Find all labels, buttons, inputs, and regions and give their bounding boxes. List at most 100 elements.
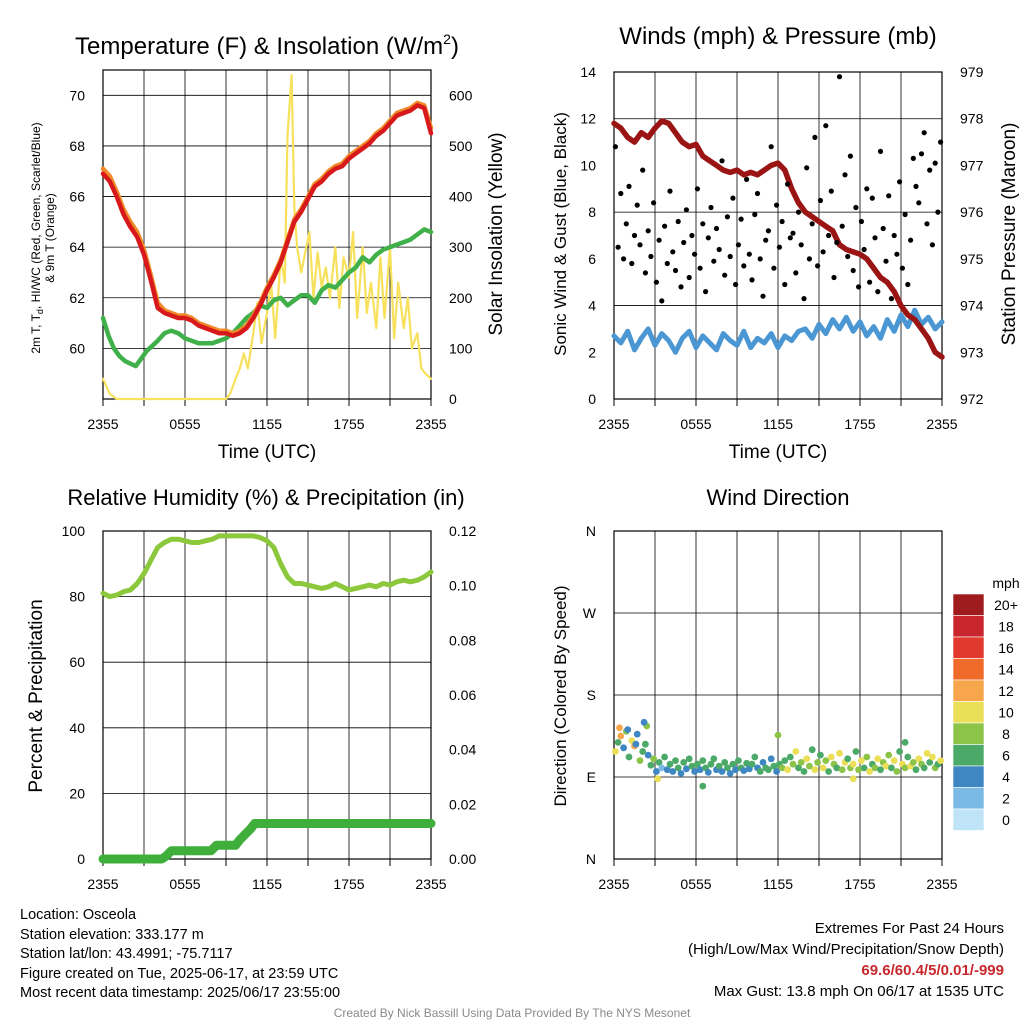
humidity-title: Relative Humidity (%) & Precipitation (i… [67, 485, 464, 510]
temperature-ytick-label: 66 [69, 189, 85, 205]
legend-swatch [952, 701, 985, 724]
direction-point [803, 755, 811, 763]
gust-point [694, 186, 701, 192]
precip-ytick-label: 0.10 [449, 578, 476, 594]
direction-point [920, 764, 928, 772]
direction-point [726, 770, 734, 777]
winds-panel: Winds (mph) & Pressure (mb) 0 2 4 6 8 10 12 14 9… [551, 23, 1020, 463]
direction-point [855, 766, 862, 774]
gust-point [897, 179, 903, 185]
precip-ytick-label: 0.02 [449, 796, 476, 812]
gust-point [757, 256, 763, 262]
gust-point [823, 123, 829, 129]
direction-point [632, 740, 640, 748]
gust-point [672, 267, 679, 274]
direction-point [743, 759, 750, 767]
direction-point [699, 757, 707, 764]
direction-xtick-label: 1155 [763, 876, 793, 892]
direction-title: Wind Direction [706, 485, 849, 510]
direction-point [759, 759, 767, 766]
direction-point [858, 757, 865, 764]
temperature-xtick-label: 1755 [333, 416, 364, 432]
direction-point [893, 768, 901, 775]
direction-point [672, 757, 679, 764]
humidity-xtick-label: 1755 [333, 876, 364, 892]
winds-ylabel: Sonic Wind & Gust (Blue, Black) [551, 112, 570, 356]
legend-label: 16 [998, 640, 1014, 656]
legend-swatch [952, 636, 985, 659]
humidity-plot-area: 0 20 40 60 80 100 0.00 0.02 0.04 0.06 0.08 0.10 0.12… [62, 523, 477, 892]
direction-point [806, 762, 813, 770]
pressure-ytick-label: 977 [960, 157, 984, 173]
gust-point [924, 221, 930, 227]
direction-point [773, 768, 780, 775]
gust-point [612, 144, 619, 150]
gust-point [681, 239, 687, 246]
gust-point [899, 265, 906, 271]
gust-point [790, 230, 796, 236]
direction-point [715, 762, 723, 770]
legend-swatch [952, 744, 985, 767]
solar-ytick-label: 200 [449, 290, 473, 306]
precip-ytick-label: 0.06 [449, 687, 476, 703]
solar-ytick-label: 400 [449, 189, 473, 205]
temperature-plot-area: 60 62 64 66 68 70 0 100 200 300 400 500 600 2355 0555 1… [69, 69, 473, 432]
gust-point [798, 242, 804, 248]
direction-point [740, 767, 748, 774]
direction-point [885, 751, 893, 759]
gust-point [776, 244, 783, 250]
pressure-ytick-label: 972 [960, 391, 984, 407]
temperature-ytick-label: 62 [69, 290, 85, 306]
gust-point [875, 289, 881, 295]
direction-point [915, 755, 923, 763]
gust-point [730, 195, 736, 201]
precip-ytick-label: 0.08 [449, 632, 476, 648]
legend-label: 12 [998, 683, 1014, 699]
pressure-ytick-label: 973 [960, 344, 984, 360]
temperature-title: Temperature (F) & Insolation (W/m2) [75, 31, 459, 60]
gust-point [872, 235, 878, 241]
gust-point [779, 218, 785, 225]
gust-point [938, 139, 944, 145]
gust-point [853, 204, 859, 211]
winds-ytick-label: 8 [588, 204, 596, 220]
direction-ytick-label: W [583, 605, 597, 621]
direction-point [838, 766, 846, 774]
gust-point [618, 190, 624, 197]
direction-point [877, 766, 884, 774]
legend-label: 18 [998, 619, 1014, 635]
temperature-xtick-label: 0555 [169, 416, 200, 432]
gust-point [640, 167, 646, 173]
solar-ytick-label: 600 [449, 87, 473, 103]
gust-point [634, 202, 640, 208]
gust-point [735, 242, 742, 248]
direction-point [882, 762, 890, 770]
direction-point [767, 755, 775, 763]
gust-point [858, 218, 865, 225]
direction-point [811, 766, 819, 774]
direction-point [680, 759, 688, 766]
legend-swatch [952, 593, 985, 616]
temperature-ytick-label: 64 [69, 239, 85, 255]
gust-point [621, 256, 627, 262]
gust-point [760, 293, 766, 299]
solar-ytick-label: 0 [449, 391, 457, 407]
direction-point [827, 753, 835, 761]
winds-xtick-label: 1755 [844, 416, 875, 432]
recent-timestamp: Most recent data timestamp: 2025/06/17 2… [20, 985, 341, 1001]
direction-ytick-label: S [587, 687, 596, 703]
gust-point [752, 211, 758, 218]
direction-point [871, 764, 879, 772]
gust-point [662, 223, 668, 229]
humidity-ytick-label: 60 [69, 654, 85, 670]
gust-point [713, 225, 720, 232]
station-latlon: Station lat/lon: 43.4991; -75.7117 [20, 946, 233, 962]
direction-ytick-label: E [587, 769, 596, 785]
direction-point [888, 764, 895, 772]
solar-ytick-label: 500 [449, 138, 473, 154]
gust-point [722, 272, 728, 278]
gust-point [793, 270, 799, 276]
temperature-ytick-label: 70 [69, 87, 85, 103]
gust-point [648, 253, 654, 260]
gust-point [910, 155, 916, 161]
